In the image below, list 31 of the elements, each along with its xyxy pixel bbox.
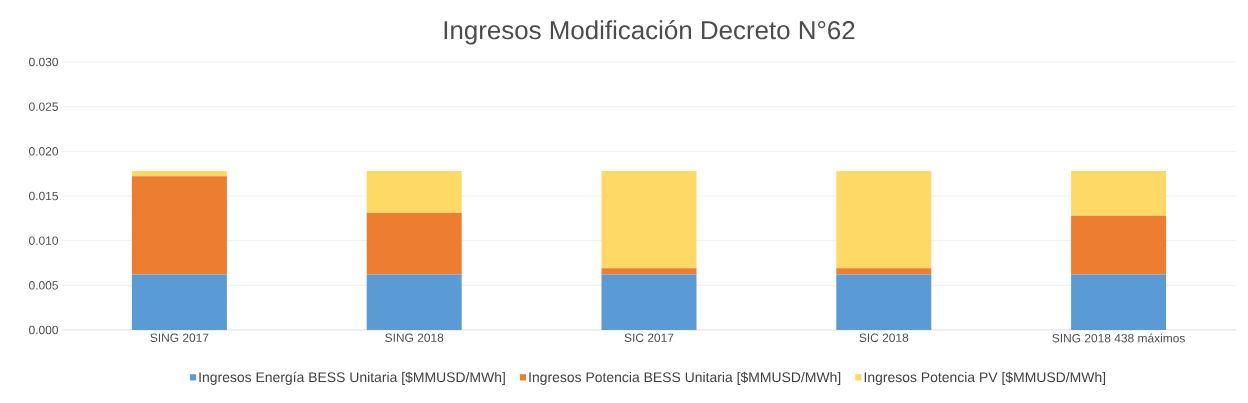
bar <box>366 212 462 275</box>
x-tick-label: SING 2018 438 máximos <box>1052 333 1185 343</box>
bar <box>836 170 932 269</box>
legend-label: Ingresos Potencia BESS Unitaria [$MMUSD/MWh] <box>529 371 841 385</box>
y-tick-label: 0.015 <box>29 191 58 201</box>
bar <box>601 268 697 275</box>
y-tick-label: 0.010 <box>29 236 59 245</box>
y-tick-label: 0.000 <box>29 325 59 335</box>
bar <box>1071 274 1167 330</box>
bar <box>1071 170 1167 216</box>
legend-label: Ingresos Potencia PV [$MMUSD/MWh] <box>864 371 1106 385</box>
x-tick-label: SIC 2017 <box>624 333 674 342</box>
chart-title: Ingresos Modificación Decreto N°62 <box>444 20 855 45</box>
bar <box>836 268 932 275</box>
y-tick-label: 0.005 <box>29 281 58 290</box>
x-tick-label: SING 2017 <box>150 333 209 342</box>
y-tick-label: 0.020 <box>29 147 59 156</box>
bar <box>366 170 462 213</box>
bar <box>131 170 227 177</box>
bar <box>366 274 462 330</box>
bar <box>601 170 697 269</box>
y-tick-label: 0.030 <box>29 57 59 67</box>
bar <box>601 274 697 330</box>
bar <box>131 274 227 330</box>
legend-label: Ingresos Energía BESS Unitaria [$MMUSD/MWh] <box>199 371 505 385</box>
x-tick-label: SING 2018 <box>385 333 444 342</box>
y-tick-label: 0.025 <box>29 102 58 111</box>
bar <box>836 274 932 330</box>
bar <box>1071 215 1167 275</box>
bar <box>131 176 227 275</box>
x-tick-label: SIC 2018 <box>859 333 909 342</box>
